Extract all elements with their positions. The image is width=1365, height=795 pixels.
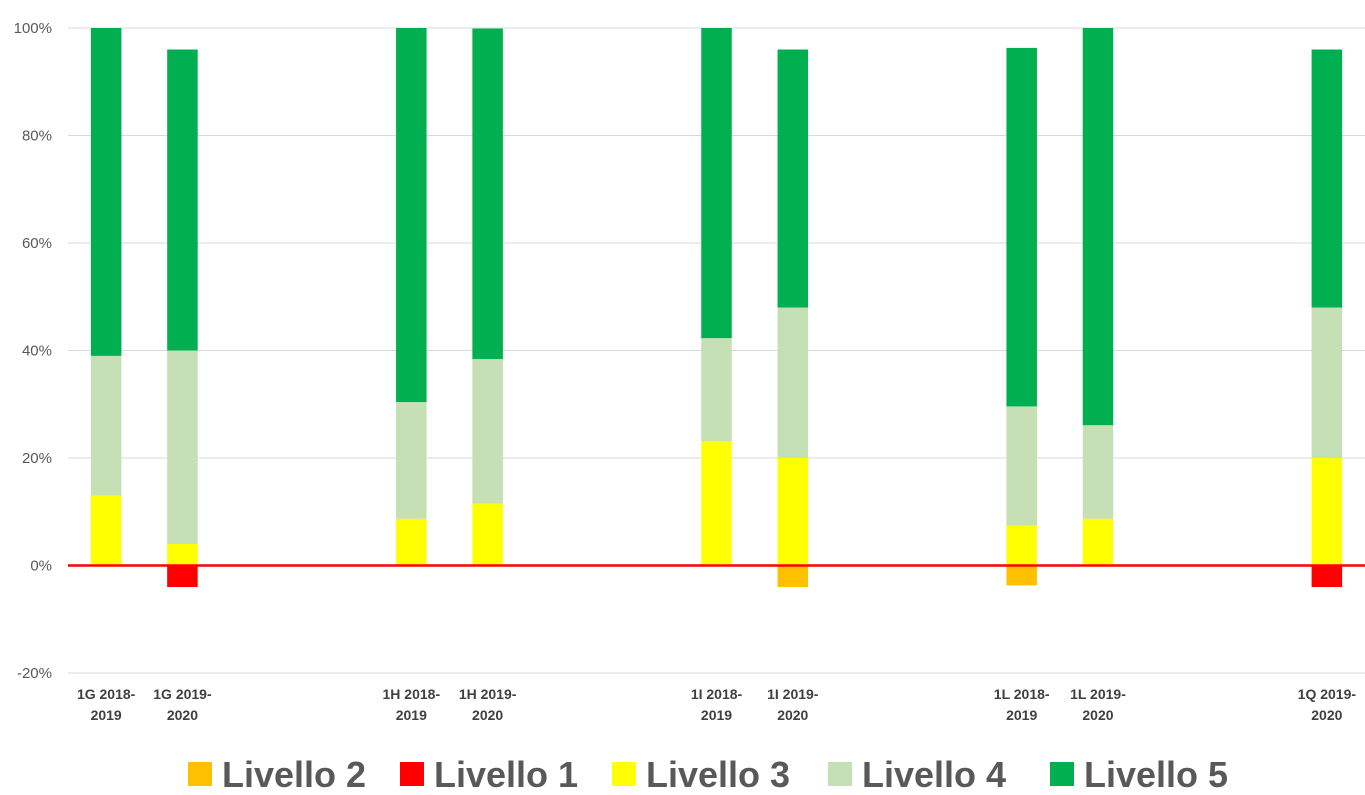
bar-segment-livello-5 <box>396 28 427 403</box>
y-tick-label: 40% <box>22 343 52 360</box>
x-tick-label: 2020 <box>1082 707 1113 723</box>
bar-segment-livello-3 <box>1311 458 1343 566</box>
bar-segment-livello-3 <box>701 441 732 566</box>
y-tick-label: 100% <box>14 20 52 37</box>
bar-segment-livello-4 <box>1082 425 1114 519</box>
x-tick-label: 1H 2019- <box>459 686 517 702</box>
x-tick-label: 2019 <box>1006 707 1037 723</box>
bar-segment-livello-4 <box>167 350 198 544</box>
legend-label: Livello 5 <box>1084 754 1228 790</box>
bar-segment-livello-1 <box>167 565 198 587</box>
bar-segment-livello-3 <box>90 495 122 566</box>
legend-label: Livello 1 <box>434 754 578 790</box>
legend-swatch <box>828 762 852 786</box>
y-tick-label: 80% <box>22 128 52 145</box>
y-axis-ticks: 100% 80% 60% 40% 20% 0% -20% <box>14 20 52 682</box>
x-tick-label: 1L 2018- <box>994 686 1050 702</box>
x-tick-label: 2020 <box>167 707 198 723</box>
x-tick-label: 2019 <box>701 707 732 723</box>
bar-segment-livello-3 <box>167 544 198 566</box>
legend-label: Livello 3 <box>646 754 790 790</box>
bar-segment-livello-1 <box>1311 565 1343 587</box>
bar-segment-livello-5 <box>167 49 198 351</box>
bars <box>90 28 1343 587</box>
bar-segment-livello-4 <box>1311 307 1343 458</box>
bar-segment-livello-2 <box>1006 565 1037 586</box>
bar-segment-livello-3 <box>396 518 427 566</box>
x-tick-label: 2020 <box>472 707 503 723</box>
bar-segment-livello-2 <box>777 565 809 587</box>
x-tick-label: 2020 <box>777 707 808 723</box>
y-tick-label: 20% <box>22 450 52 467</box>
legend: Livello 2 Livello 1 Livello 3 Livello 4 Live… <box>188 754 1228 795</box>
bar-segment-livello-5 <box>1082 28 1114 426</box>
x-tick-label: 1G 2019- <box>153 686 212 702</box>
x-tick-label: 2019 <box>91 707 122 723</box>
legend-swatch <box>612 762 636 786</box>
bar-segment-livello-5 <box>90 28 122 356</box>
bar-segment-livello-4 <box>90 355 122 496</box>
y-tick-label: 0% <box>30 558 52 575</box>
y-tick-label: 60% <box>22 235 52 252</box>
x-tick-label: 1I 2018- <box>691 686 743 702</box>
legend-swatch <box>1050 762 1074 786</box>
bar-segment-livello-4 <box>472 359 503 504</box>
bar-segment-livello-3 <box>777 458 809 566</box>
bar-segment-livello-3 <box>1006 525 1037 566</box>
bar-segment-livello-3 <box>472 503 503 566</box>
bar-segment-livello-5 <box>1006 47 1037 407</box>
bar-segment-livello-5 <box>472 28 503 360</box>
x-tick-label: 1Q 2019- <box>1298 686 1357 702</box>
x-tick-label: 1L 2019- <box>1070 686 1126 702</box>
x-tick-label: 1I 2019- <box>767 686 819 702</box>
legend-swatch <box>400 762 424 786</box>
bar-segment-livello-3 <box>1082 518 1114 566</box>
legend-swatch <box>188 762 212 786</box>
x-tick-label: 2020 <box>1311 707 1342 723</box>
legend-label: Livello 4 <box>862 754 1006 790</box>
bar-segment-livello-4 <box>777 307 809 458</box>
x-tick-label: 1H 2018- <box>383 686 441 702</box>
x-tick-label: 2019 <box>396 707 427 723</box>
x-axis-ticks: 1G 2018- 2019 1G 2019- 2020 1H 2018- 2019 1H 2… <box>77 686 1356 723</box>
bar-segment-livello-5 <box>777 49 809 308</box>
bar-segment-livello-5 <box>701 28 732 339</box>
y-tick-label: -20% <box>17 665 52 682</box>
legend-label: Livello 2 <box>222 754 366 790</box>
bar-segment-livello-4 <box>1006 406 1037 526</box>
bar-segment-livello-5 <box>1311 49 1343 308</box>
bar-segment-livello-4 <box>396 402 427 519</box>
x-tick-label: 1G 2018- <box>77 686 136 702</box>
bar-segment-livello-4 <box>701 338 732 442</box>
